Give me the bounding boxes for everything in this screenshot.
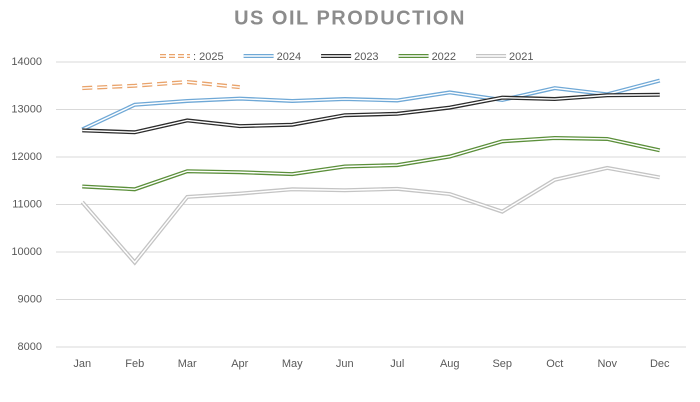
legend-label: 2021 [509, 51, 533, 63]
y-tick-label: 11000 [12, 198, 42, 210]
series-line [82, 135, 661, 192]
x-tick-label: Oct [546, 358, 563, 370]
series-line-inner [82, 94, 660, 134]
x-tick-label: Nov [597, 358, 617, 370]
legend-label: 2022 [432, 51, 456, 63]
series-line-inner [81, 79, 660, 131]
series-line-inner [81, 167, 660, 264]
y-tick-label: 14000 [11, 56, 42, 68]
x-tick-label: May [282, 358, 303, 370]
y-tick-label: 9000 [18, 293, 42, 305]
x-tick-label: Feb [125, 358, 144, 370]
series-line [80, 165, 661, 266]
chart-title: US OIL PRODUCTION [234, 7, 466, 29]
x-tick-label: Jan [73, 358, 91, 370]
y-tick-label: 13000 [11, 103, 42, 115]
series-line-inner [82, 81, 240, 89]
y-tick-label: 10000 [11, 246, 42, 258]
x-tick-label: Jul [390, 358, 404, 370]
legend-label: 2024 [277, 51, 301, 63]
y-tick-label: 8000 [18, 341, 42, 353]
x-tick-label: Aug [440, 358, 460, 370]
y-tick-label: 12000 [11, 151, 42, 163]
legend-label: : 2025 [193, 51, 224, 63]
x-tick-label: Mar [178, 358, 197, 370]
x-tick-label: Jun [336, 358, 354, 370]
series-line [81, 78, 661, 132]
x-tick-label: Dec [650, 358, 670, 370]
legend-label: 2023 [354, 51, 378, 63]
x-tick-label: Sep [492, 358, 512, 370]
x-tick-label: Apr [231, 358, 248, 370]
series-line-inner [82, 137, 660, 191]
